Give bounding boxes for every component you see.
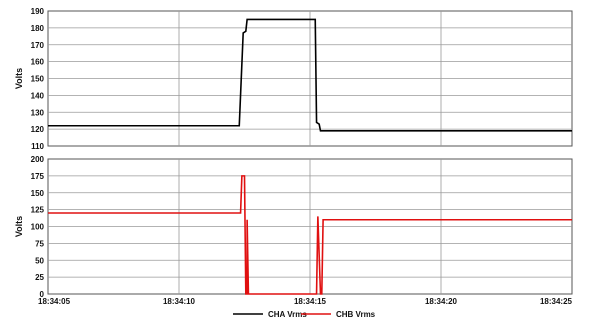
x-tick-label: 18:34:10 — [163, 297, 196, 306]
series-line-chb-vrms — [48, 175, 572, 295]
y-tick-label: 180 — [31, 24, 45, 33]
y-tick-label: 190 — [31, 7, 45, 16]
y-tick-label: 150 — [31, 189, 45, 198]
y-tick-label: 150 — [31, 75, 45, 84]
x-tick-label: 18:34:05 — [38, 297, 71, 306]
series-line-cha-vrms — [48, 18, 572, 132]
y-tick-label: 75 — [35, 239, 44, 248]
y-tick-label: 175 — [31, 172, 45, 181]
y-tick-label: 100 — [31, 223, 45, 232]
y-tick-label: 130 — [31, 108, 45, 117]
x-tick-label: 18:34:25 — [540, 297, 573, 306]
y-axis-label: Volts — [14, 216, 24, 237]
legend-label-chb: CHB Vrms — [336, 310, 376, 319]
y-tick-label: 170 — [31, 41, 45, 50]
y-tick-label: 110 — [31, 142, 44, 151]
panels-layer: 110 120 130 140 150 160 170 180 190 Volts 0 25 50 75 1… — [14, 7, 573, 306]
y-tick-label: 160 — [31, 58, 45, 67]
y-tick-label: 120 — [31, 125, 45, 134]
legend-label-cha: CHA Vrms — [268, 310, 307, 319]
x-tick-label: 18:34:15 — [294, 297, 327, 306]
x-tick-label: 18:34:20 — [425, 297, 458, 306]
y-axis-label: Volts — [14, 68, 24, 89]
y-tick-label: 25 — [35, 273, 44, 282]
y-tick-label: 0 — [40, 290, 45, 299]
y-tick-label: 140 — [31, 91, 45, 100]
y-tick-label: 125 — [31, 206, 45, 215]
y-tick-label: 200 — [31, 155, 45, 164]
legend: CHA Vrms CHB Vrms — [233, 310, 376, 319]
y-tick-label: 50 — [35, 256, 44, 265]
